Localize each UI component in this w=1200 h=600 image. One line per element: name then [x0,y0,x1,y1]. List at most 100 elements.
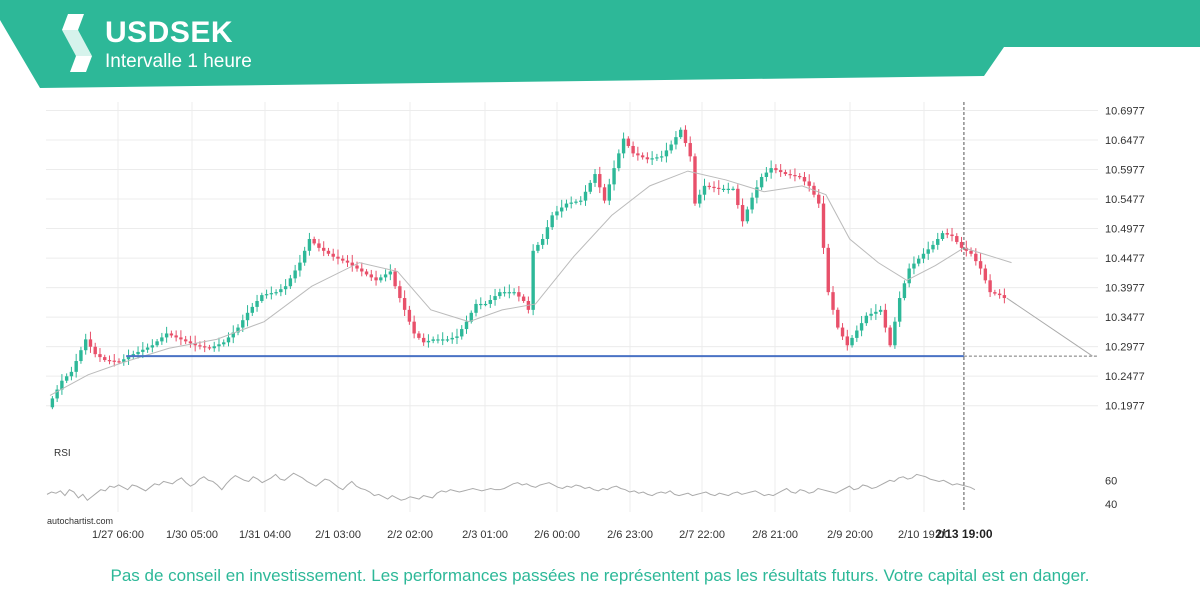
candle-body [469,312,473,322]
candle-body [931,244,935,250]
autochartist-logo-icon [62,14,92,72]
candle-body [150,345,155,348]
logo-stripe-top [62,14,84,30]
candle-body [79,350,83,362]
candle-body [455,336,459,338]
candle-body [493,296,497,301]
candle-body [964,247,968,251]
candle-body [183,339,188,342]
x-tick-label: 2/7 22:00 [679,529,725,541]
x-tick-label: 2/3 01:00 [462,529,508,541]
candle-body [802,176,807,182]
y-tick-label: 10.3477 [1105,312,1145,324]
candle-body [693,156,697,204]
y-tick-label: 10.2477 [1105,371,1145,383]
candle-body [921,253,926,259]
candle-body [160,337,164,342]
candle-body [740,205,745,222]
candle-body [769,168,773,173]
candle-body [788,174,792,176]
candle-body [479,303,483,306]
candle-body [126,356,131,360]
candle-body [393,271,397,287]
x-tick-label: 1/27 06:00 [92,529,144,541]
candle-body [231,332,235,338]
candle-body [764,172,769,177]
candle-body [74,361,78,372]
candle-body [64,376,69,381]
candle-body [540,238,545,245]
candle-body [579,200,583,202]
candle-body [379,277,383,281]
rsi-tick-label: 60 [1105,475,1117,487]
candle-body [817,194,821,204]
candle-body [122,359,126,362]
y-tick-label: 10.6477 [1105,135,1145,147]
candle-body [283,286,288,290]
candle-body [821,203,826,248]
candle-body [326,250,331,254]
candle-body [464,321,469,330]
candle-body [355,265,359,269]
candle-body [245,312,250,321]
candle-body [531,250,535,310]
y-tick-label: 10.5477 [1105,194,1145,206]
candle-body [331,253,335,257]
candle-body [940,233,945,239]
x-tick-label: 2/8 21:00 [752,529,798,541]
candle-body [488,300,492,304]
y-tick-label: 10.4477 [1105,253,1145,265]
candle-body [574,201,578,203]
candle-body [774,168,778,171]
candle-body [107,360,112,362]
candle-body [750,197,754,210]
candle-body [888,327,892,346]
y-tick-label: 10.2977 [1105,342,1145,354]
candle-body [936,238,940,245]
candle-body [698,194,702,204]
candle-body [874,311,878,314]
candle-body [636,153,640,156]
candle-body [717,187,721,190]
interval-subtitle: Intervalle 1 heure [105,51,252,72]
candle-body [826,247,830,293]
candle-body [893,321,897,346]
candle-body [831,292,835,310]
candle-body [302,250,307,263]
candle-body [679,129,683,138]
logo-stripe-middle [62,30,92,56]
candle-body [755,187,759,198]
brand-watermark: autochartist.com [47,516,114,526]
candle-body [369,274,373,278]
y-tick-label: 10.3977 [1105,283,1145,295]
candle-body [50,398,55,408]
candle-body [103,357,107,361]
candle-body [950,234,954,237]
candle-body [279,289,283,293]
candle-body [388,271,393,275]
candle-body [360,268,364,272]
candle-body [460,329,464,337]
symbol-title: USDSEK [105,16,234,49]
candle-body [745,209,750,222]
candle-body [145,347,150,350]
candle-body [407,309,412,322]
candle-body [560,207,564,212]
candle-body [402,298,407,310]
candle-body [793,175,797,177]
candle-body [688,143,692,157]
candle-body [855,330,859,338]
candle-body [512,292,516,294]
candle-body [883,309,888,328]
highlighted-time-label: 2/13 19:00 [935,527,993,541]
candle-body [136,351,140,355]
candle-body [602,187,607,201]
candle-body [212,346,216,349]
candle-body [155,341,159,346]
candle-body [255,300,259,307]
candle-body [974,253,978,262]
candle-body [645,157,650,160]
x-tick-label: 1/30 05:00 [166,529,218,541]
candle-body [912,263,916,269]
candle-body [269,293,274,295]
